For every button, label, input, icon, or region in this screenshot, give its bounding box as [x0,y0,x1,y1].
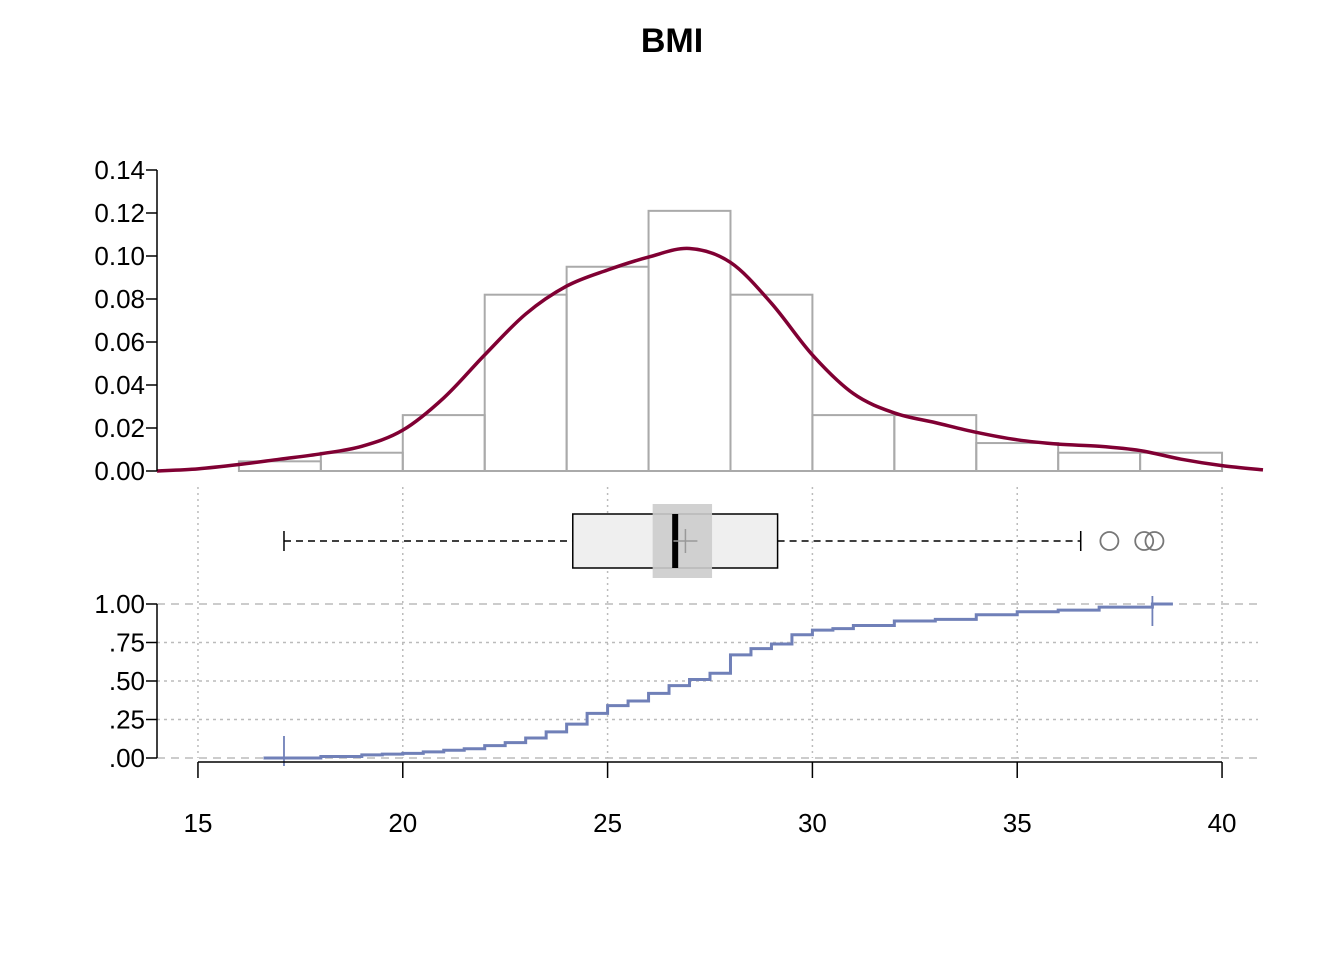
outlier-point [1144,531,1165,551]
x-tick-label: 20 [388,808,417,838]
x-tick-label: 40 [1208,808,1237,838]
x-tick-label: 30 [798,808,827,838]
ecdf-y-tick-label: 1.00 [94,589,145,619]
histogram-bar [811,414,896,473]
ecdf-y-tick-label: .75 [109,628,145,658]
histogram-bar [565,265,650,472]
hist-y-tick-label: 0.08 [94,284,145,314]
outlier-point [1099,531,1120,551]
hist-y-tick-label: 0.04 [94,370,145,400]
density-curve [156,246,1264,473]
ecdf-y-tick-label: .00 [109,743,145,773]
hist-y-tick-label: 0.00 [94,456,145,486]
histogram [156,209,1264,473]
histogram-bar [975,442,1060,472]
x-tick-label: 15 [184,808,213,838]
histogram-bar [319,451,404,473]
hist-y-tick-label: 0.14 [94,155,145,185]
axes: 0.00 0.02 0.04 0.06 0.08 0.10 0.12 0.14 .00 .25 .5… [94,155,1236,838]
hist-y-tick-label: 0.02 [94,413,145,443]
hist-y-tick-label: 0.06 [94,327,145,357]
hist-y-tick-label: 0.12 [94,198,145,228]
ecdf-y-tick-label: .25 [109,705,145,735]
ecdf-y-tick-label: .50 [109,666,145,696]
histogram-bar [483,293,568,473]
ecdf-plot [157,596,1258,766]
histogram-bar [1057,451,1142,473]
histogram-bar [1139,451,1224,473]
histogram-bar [729,293,814,473]
x-tick-label: 25 [593,808,622,838]
chart-title: BMI [641,22,703,60]
boxplot [283,504,1165,578]
x-tick-label: 35 [1003,808,1032,838]
ecdf-step-line [263,602,1173,760]
hist-y-tick-label: 0.10 [94,241,145,271]
outlier-point [1134,531,1155,551]
